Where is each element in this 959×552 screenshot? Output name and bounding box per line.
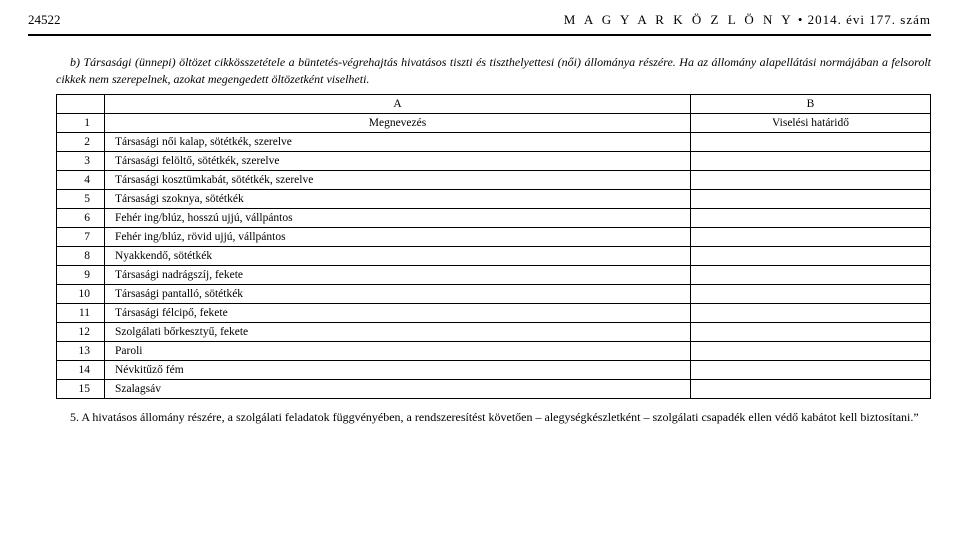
row-deadline [691, 189, 931, 208]
subheader-b: Viselési határidő [691, 113, 931, 132]
page-header: 24522 M A G Y A R K Ö Z L Ö N Y • 2014. … [28, 12, 931, 36]
table-body: 2Társasági női kalap, sötétkék, szerelve… [57, 132, 931, 398]
row-num: 11 [57, 303, 105, 322]
row-num: 12 [57, 322, 105, 341]
row-name: Társasági női kalap, sötétkék, szerelve [105, 132, 691, 151]
row-deadline [691, 303, 931, 322]
row-name: Névkitűző fém [105, 360, 691, 379]
row-deadline [691, 227, 931, 246]
table-row: 13Paroli [57, 341, 931, 360]
row-name: Paroli [105, 341, 691, 360]
row-name: Szolgálati bőrkesztyű, fekete [105, 322, 691, 341]
row-name: Nyakkendő, sötétkék [105, 246, 691, 265]
row-name: Szalagsáv [105, 379, 691, 398]
header-blank [57, 94, 105, 113]
row-num: 8 [57, 246, 105, 265]
table-row: 2Társasági női kalap, sötétkék, szerelve [57, 132, 931, 151]
table-row: 7Fehér ing/blúz, rövid ujjú, vállpántos [57, 227, 931, 246]
row-deadline [691, 341, 931, 360]
clothing-table-wrap: A B 1 Megnevezés Viselési határidő 2Társ… [28, 94, 931, 399]
row-deadline [691, 360, 931, 379]
table-header-row: A B [57, 94, 931, 113]
table-row: 8Nyakkendő, sötétkék [57, 246, 931, 265]
row-deadline [691, 284, 931, 303]
row-name: Társasági pantalló, sötétkék [105, 284, 691, 303]
row-deadline [691, 322, 931, 341]
row-deadline [691, 151, 931, 170]
row-num: 14 [57, 360, 105, 379]
row-deadline [691, 132, 931, 151]
row-deadline [691, 208, 931, 227]
row-num: 10 [57, 284, 105, 303]
table-row: 14Névkitűző fém [57, 360, 931, 379]
table-row: 11Társasági félcipő, fekete [57, 303, 931, 322]
row-name: Társasági kosztümkabát, sötétkék, szerel… [105, 170, 691, 189]
publication-name: M A G Y A R K Ö Z L Ö N Y [564, 12, 794, 27]
row-deadline [691, 379, 931, 398]
table-row: 12Szolgálati bőrkesztyű, fekete [57, 322, 931, 341]
table-row: 10Társasági pantalló, sötétkék [57, 284, 931, 303]
table-row: 3Társasági felöltő, sötétkék, szerelve [57, 151, 931, 170]
row-deadline [691, 246, 931, 265]
row-num: 6 [57, 208, 105, 227]
table-row: 5Társasági szoknya, sötétkék [57, 189, 931, 208]
row-num: 2 [57, 132, 105, 151]
footnote-5: 5. A hivatásos állomány részére, a szolg… [28, 409, 931, 426]
subheader-a: Megnevezés [105, 113, 691, 132]
row-name: Fehér ing/blúz, hosszú ujjú, vállpántos [105, 208, 691, 227]
table-row: 15Szalagsáv [57, 379, 931, 398]
row-num: 3 [57, 151, 105, 170]
row-name: Társasági szoknya, sötétkék [105, 189, 691, 208]
row-name: Társasági félcipő, fekete [105, 303, 691, 322]
row-num: 7 [57, 227, 105, 246]
page-number: 24522 [28, 12, 61, 28]
row-deadline [691, 170, 931, 189]
clothing-table: A B 1 Megnevezés Viselési határidő 2Társ… [56, 94, 931, 399]
issue-info: • 2014. évi 177. szám [798, 12, 931, 27]
header-col-b: B [691, 94, 931, 113]
row-num: 1 [57, 113, 105, 132]
row-num: 5 [57, 189, 105, 208]
table-row: 6Fehér ing/blúz, hosszú ujjú, vállpántos [57, 208, 931, 227]
publication-title: M A G Y A R K Ö Z L Ö N Y • 2014. évi 17… [564, 12, 931, 28]
row-name: Társasági felöltő, sötétkék, szerelve [105, 151, 691, 170]
paragraph-b: b) Társasági (ünnepi) öltözet cikkösszet… [28, 54, 931, 88]
row-num: 13 [57, 341, 105, 360]
row-num: 9 [57, 265, 105, 284]
row-deadline [691, 265, 931, 284]
row-num: 4 [57, 170, 105, 189]
row-name: Fehér ing/blúz, rövid ujjú, vállpántos [105, 227, 691, 246]
table-subheader-row: 1 Megnevezés Viselési határidő [57, 113, 931, 132]
row-num: 15 [57, 379, 105, 398]
row-name: Társasági nadrágszíj, fekete [105, 265, 691, 284]
table-row: 4Társasági kosztümkabát, sötétkék, szere… [57, 170, 931, 189]
header-col-a: A [105, 94, 691, 113]
table-row: 9Társasági nadrágszíj, fekete [57, 265, 931, 284]
